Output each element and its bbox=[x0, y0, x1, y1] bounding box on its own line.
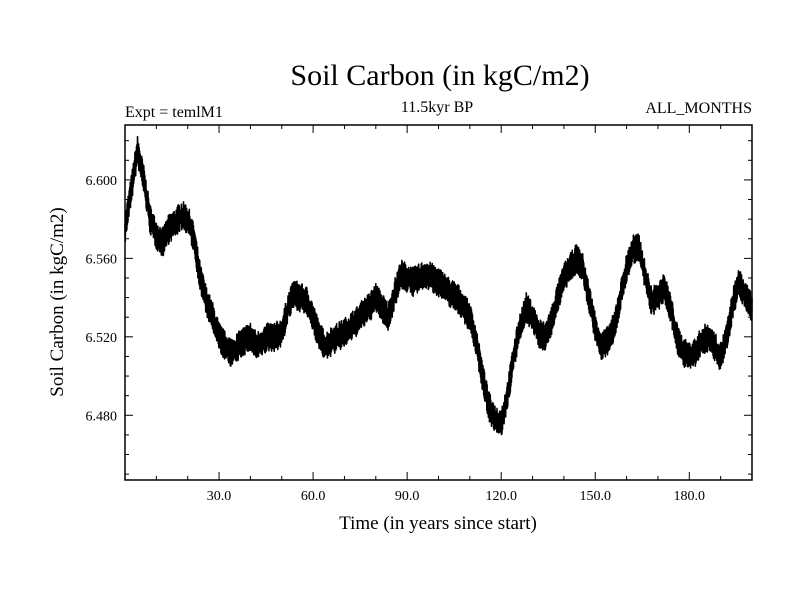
x-tick-label: 150.0 bbox=[580, 489, 612, 504]
x-tick-label: 30.0 bbox=[207, 489, 232, 504]
x-axis-label: Time (in years since start) bbox=[339, 513, 537, 534]
months-label: ALL_MONTHS bbox=[645, 100, 752, 117]
y-tick-label: 6.480 bbox=[86, 409, 118, 424]
chart-title: Soil Carbon (in kgC/m2) bbox=[290, 59, 589, 92]
x-tick-label: 120.0 bbox=[485, 489, 517, 504]
y-axis-label: Soil Carbon (in kgC/m2) bbox=[47, 207, 68, 396]
y-tick-label: 6.520 bbox=[86, 331, 118, 346]
tick-labels: 30.0 60.0 90.0 120.0 150.0 180.0 6.480 6.520 6.5… bbox=[86, 174, 706, 504]
y-tick-label: 6.560 bbox=[86, 252, 118, 267]
experiment-label: Expt = temlM1 bbox=[125, 104, 223, 121]
period-label: 11.5kyr BP bbox=[401, 99, 473, 116]
plot-frame bbox=[124, 124, 753, 481]
x-tick-label: 90.0 bbox=[395, 489, 420, 504]
y-tick-label: 6.600 bbox=[86, 174, 118, 189]
soil-carbon-series-line bbox=[124, 135, 753, 436]
x-tick-label: 60.0 bbox=[301, 489, 326, 504]
x-tick-label: 180.0 bbox=[674, 489, 706, 504]
